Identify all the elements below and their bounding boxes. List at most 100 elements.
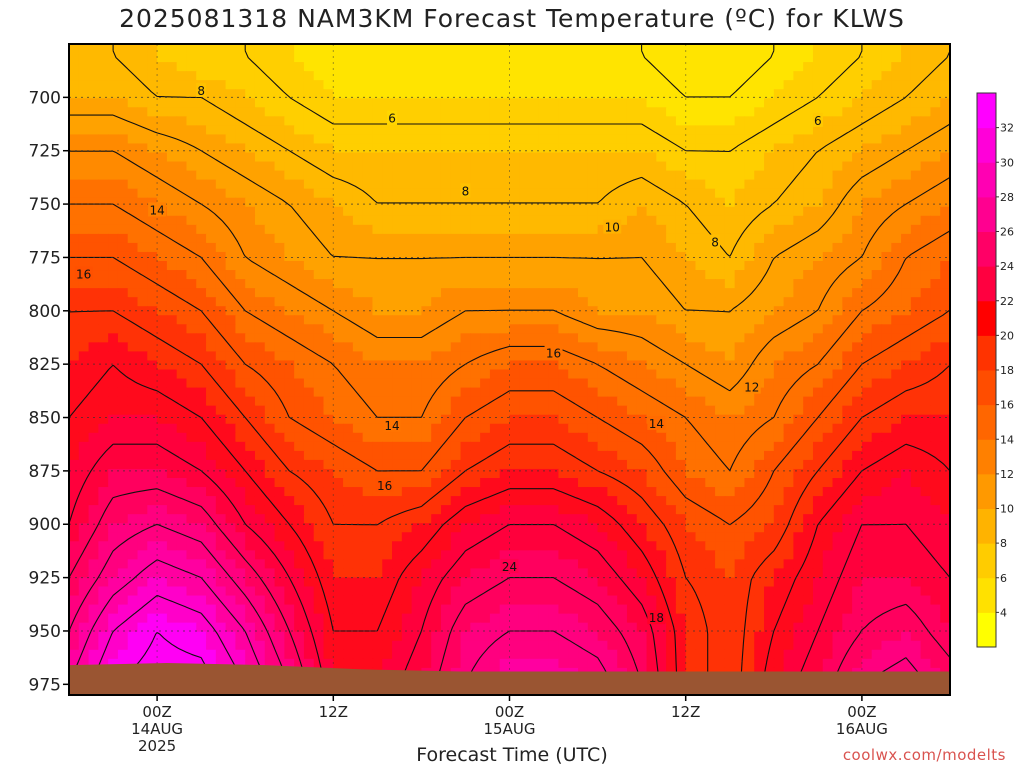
heat-cell — [764, 532, 775, 542]
heat-cell — [147, 279, 158, 289]
heat-cell — [626, 496, 638, 506]
heat-cell — [578, 396, 589, 407]
heat-cell — [176, 143, 188, 154]
heat-cell — [724, 62, 736, 72]
heat-cell — [685, 116, 697, 126]
heat-cell — [891, 450, 902, 461]
heat-cell — [852, 89, 863, 99]
heat-cell — [675, 505, 687, 515]
heat-cell — [891, 161, 902, 172]
heat-cell — [626, 270, 638, 280]
heat-cell — [186, 297, 197, 307]
heat-cell — [529, 251, 540, 262]
heat-cell — [685, 387, 697, 398]
heat-cell — [519, 396, 530, 407]
heat-cell — [764, 170, 775, 181]
heat-cell — [793, 206, 804, 217]
heat-cell — [910, 89, 922, 99]
heat-cell — [773, 270, 785, 280]
heat-cell — [401, 423, 413, 434]
heat-cell — [343, 496, 354, 506]
heat-cell — [861, 351, 873, 362]
heat-cell — [78, 125, 90, 136]
heat-cell — [666, 107, 677, 117]
heat-cell — [460, 342, 471, 353]
heat-cell — [675, 369, 687, 380]
heat-cell — [822, 233, 834, 244]
heat-cell — [685, 89, 697, 99]
heat-cell — [470, 242, 481, 253]
heat-cell — [793, 215, 804, 226]
heat-cell — [254, 405, 266, 416]
heat-cell — [215, 432, 227, 443]
heat-cell — [372, 170, 383, 181]
heat-cell — [225, 125, 237, 136]
heat-cell — [695, 342, 706, 353]
heat-cell — [861, 450, 873, 461]
heat-cell — [157, 71, 168, 81]
heat-cell — [910, 80, 922, 90]
heat-cell — [489, 369, 501, 380]
heat-cell — [548, 478, 560, 488]
heat-cell — [382, 450, 393, 461]
heat-cell — [166, 541, 178, 551]
heat-cell — [245, 459, 256, 470]
heat-cell — [88, 107, 99, 117]
heat-cell — [489, 71, 501, 81]
heat-cell — [421, 450, 432, 461]
heat-cell — [568, 387, 579, 398]
heat-cell — [127, 215, 139, 226]
heat-cell — [431, 378, 442, 389]
heat-cell — [832, 333, 843, 343]
heat-cell — [333, 179, 344, 190]
heat-cell — [235, 161, 246, 172]
heat-cell — [186, 62, 197, 72]
heat-cell — [695, 450, 706, 461]
heat-cell — [910, 233, 922, 244]
heat-cell — [685, 297, 697, 307]
heat-cell — [127, 414, 139, 425]
heat-cell — [88, 441, 99, 452]
heat-cell — [215, 233, 227, 244]
heat-cell — [225, 80, 237, 90]
heat-cell — [891, 107, 902, 117]
heat-cell — [509, 396, 520, 407]
heat-cell — [548, 161, 560, 172]
heat-cell — [822, 44, 834, 54]
heat-cell — [891, 342, 902, 353]
heat-cell — [773, 396, 785, 407]
heat-cell — [176, 423, 188, 434]
heat-cell — [852, 107, 863, 117]
heat-cell — [695, 378, 706, 389]
heat-cell — [303, 242, 315, 253]
heat-cell — [724, 170, 736, 181]
heat-cell — [254, 134, 266, 145]
heat-cell — [117, 505, 129, 515]
heat-cell — [852, 459, 863, 470]
heat-cell — [901, 297, 912, 307]
heat-cell — [69, 441, 80, 452]
heat-cell — [333, 478, 344, 488]
heat-cell — [626, 261, 638, 271]
heat-cell — [793, 360, 804, 371]
heat-cell — [783, 98, 794, 108]
heat-cell — [940, 270, 950, 280]
heat-cell — [754, 215, 765, 226]
heat-cell — [274, 541, 285, 551]
heat-cell — [578, 505, 589, 515]
heat-cell — [313, 134, 325, 145]
heat-cell — [284, 116, 295, 126]
heat-cell — [108, 378, 119, 389]
heat-cell — [871, 342, 883, 353]
heat-cell — [392, 369, 403, 380]
heat-cell — [313, 206, 325, 217]
heat-cell — [274, 432, 285, 443]
heat-cell — [715, 215, 726, 226]
heat-cell — [754, 432, 765, 443]
heat-cell — [715, 170, 726, 181]
heat-cell — [715, 396, 726, 407]
heat-cell — [529, 514, 540, 524]
heat-cell — [509, 242, 520, 253]
heat-cell — [499, 306, 511, 316]
heat-cell — [881, 387, 892, 398]
